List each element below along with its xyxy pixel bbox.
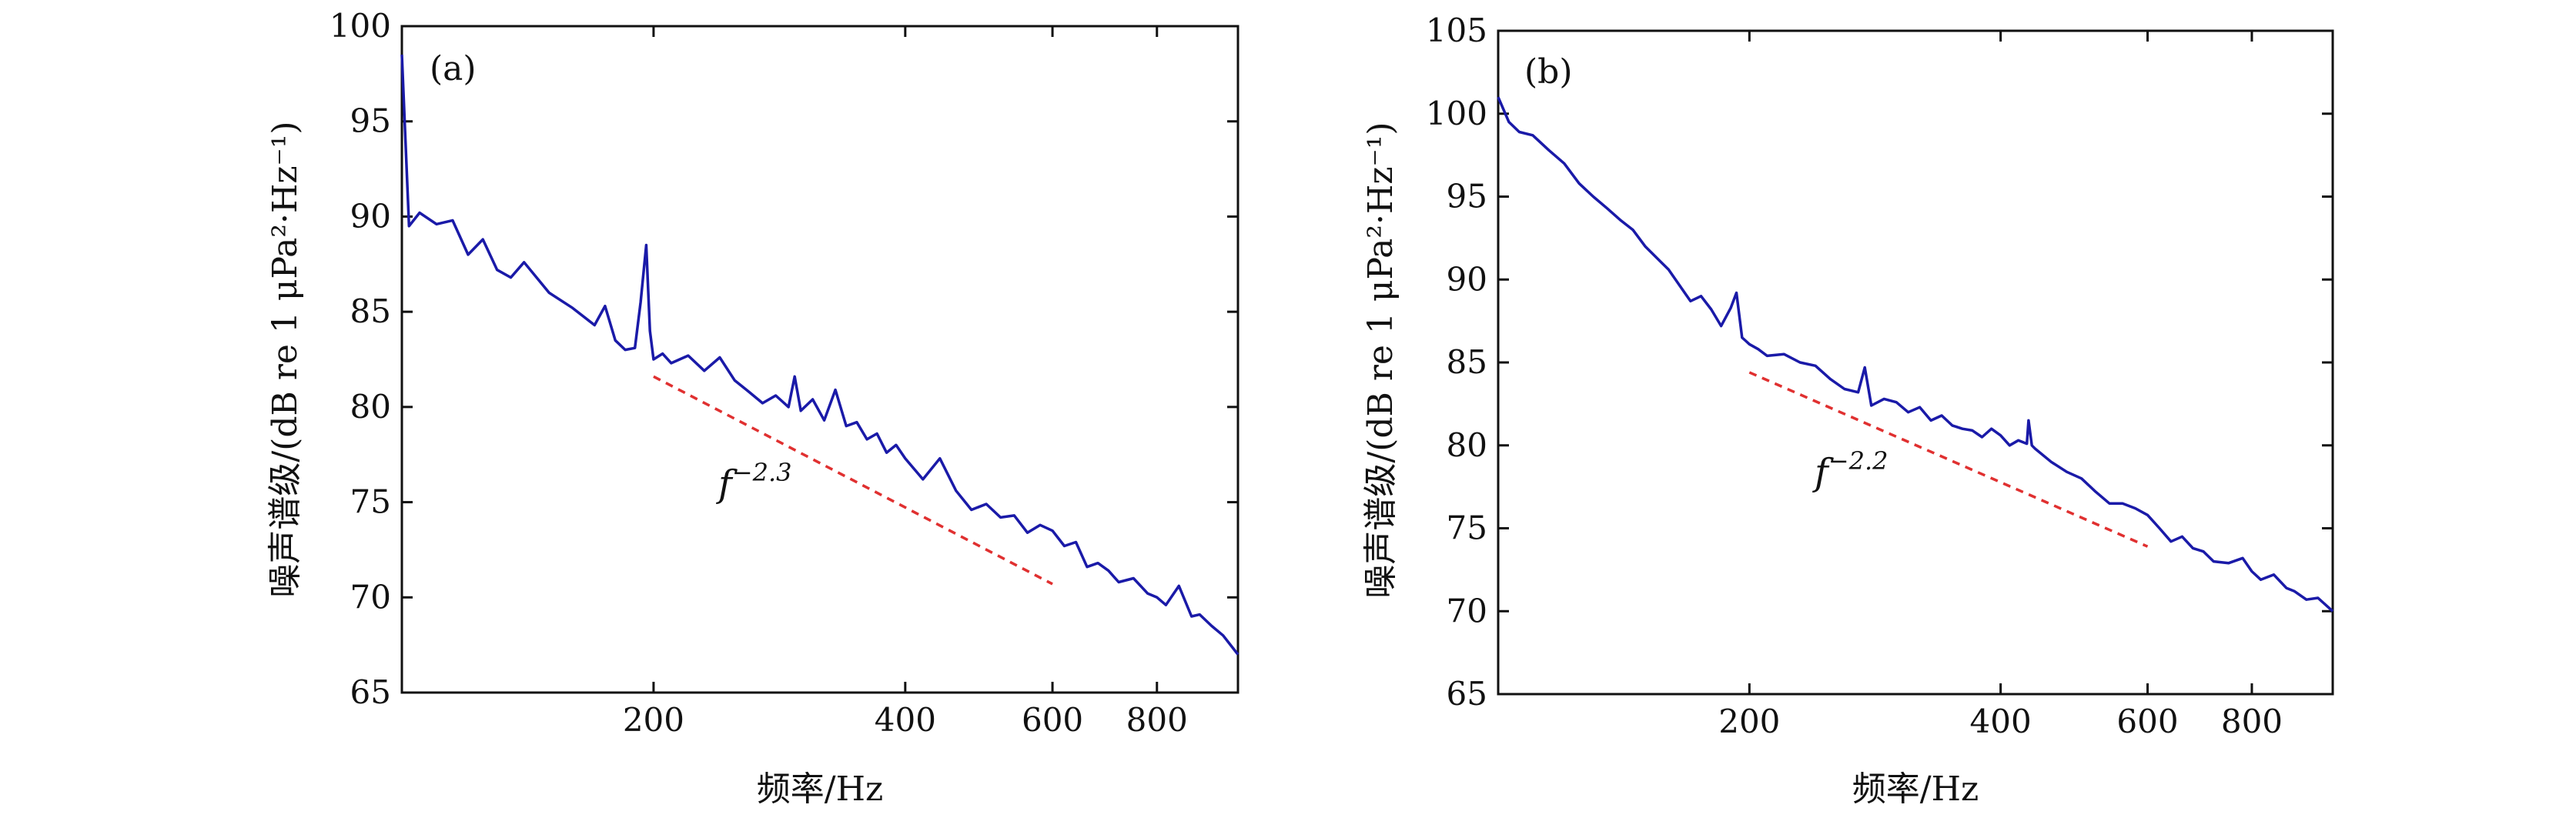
- fit-annotation: f−2.2: [1812, 446, 1888, 494]
- x-tick-label: 200: [1718, 703, 1780, 740]
- ticks: 65 70 75 80 85 90 95 100 200 400 600 800: [330, 7, 1238, 739]
- series-group: [1497, 96, 2334, 613]
- x-tick-label: 400: [1970, 703, 2032, 740]
- fit-annotation-exponent: −2.2: [1828, 446, 1889, 476]
- y-tick-label: 65: [1447, 675, 1487, 713]
- y-axis-title: 噪声谱级/(dB re 1 μPa²·Hz⁻¹): [266, 121, 305, 597]
- x-tick-label: 600: [2116, 703, 2178, 740]
- y-tick-label: 85: [1447, 343, 1487, 381]
- fit-annotation: f−2.3: [716, 458, 791, 506]
- x-tick-label: 800: [2221, 703, 2283, 740]
- y-tick-label: 90: [1447, 260, 1487, 298]
- plot-frame: [1497, 29, 2334, 696]
- y-tick-label: 105: [1426, 12, 1487, 49]
- x-axis-title: 频率/Hz: [757, 770, 883, 809]
- fit-line-group: [653, 375, 1053, 586]
- y-tick-label: 70: [350, 578, 391, 616]
- y-axis-title: 噪声谱级/(dB re 1 μPa²·Hz⁻¹): [1361, 122, 1400, 598]
- y-tick-label: 95: [350, 102, 391, 140]
- y-tick-label: 65: [350, 673, 391, 711]
- y-tick-label: 100: [330, 7, 391, 45]
- plot-frame: [400, 25, 1239, 694]
- y-tick-label: 85: [350, 292, 391, 330]
- y-tick-label: 90: [350, 197, 391, 235]
- fit-annotation-exponent: −2.3: [732, 458, 792, 487]
- ticks: 65 70 75 80 85 90 95 100 105 200 400 600 800: [1426, 12, 2333, 740]
- panel-b: 65 70 75 80 85 90 95 100 105 200 400 600 800 (b) 频率/…: [1361, 12, 2334, 809]
- y-tick-label: 80: [1447, 426, 1487, 464]
- x-tick-label: 400: [875, 701, 936, 739]
- y-tick-label: 95: [1447, 178, 1487, 215]
- y-tick-label: 75: [350, 483, 391, 521]
- x-axis-title: 频率/Hz: [1852, 770, 1979, 809]
- fit-line: [1748, 371, 2149, 548]
- series-group: [400, 55, 1239, 656]
- fit-line-group: [1748, 371, 2149, 548]
- y-tick-label: 70: [1447, 592, 1487, 629]
- x-tick-label: 800: [1126, 701, 1188, 739]
- y-tick-label: 100: [1426, 95, 1487, 132]
- panel-label: (a): [430, 49, 477, 88]
- spectrum-line: [400, 55, 1239, 656]
- spectrum-line: [1497, 96, 2334, 613]
- y-tick-label: 75: [1447, 509, 1487, 547]
- x-tick-label: 200: [623, 701, 684, 739]
- panel-label: (b): [1524, 52, 1573, 92]
- y-tick-label: 80: [350, 388, 391, 426]
- x-tick-label: 600: [1022, 701, 1083, 739]
- fit-line: [653, 375, 1053, 586]
